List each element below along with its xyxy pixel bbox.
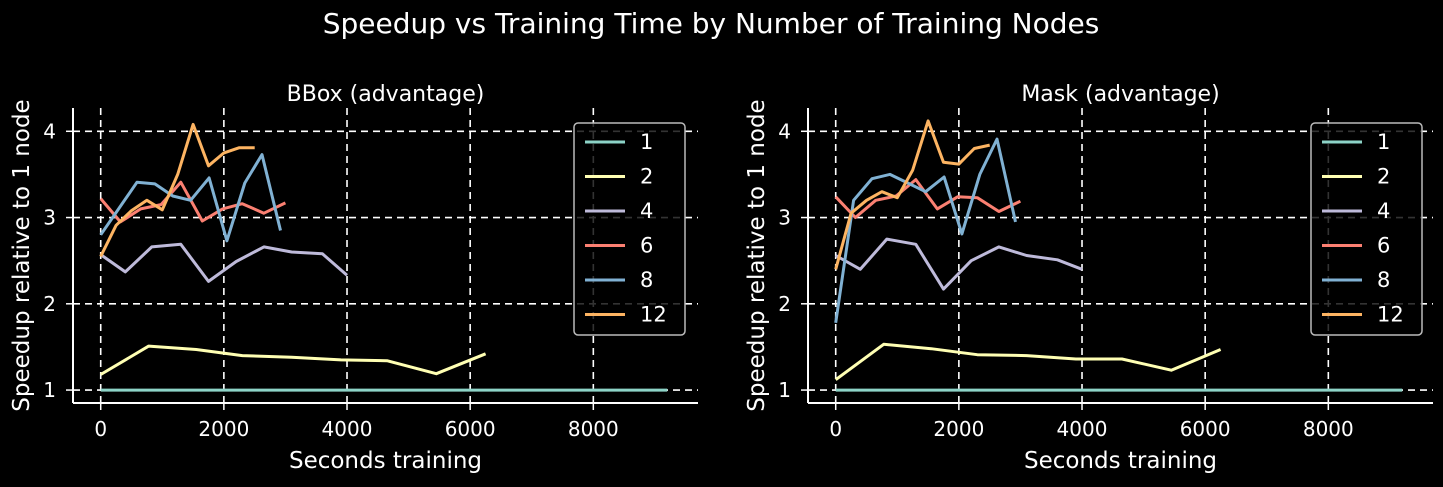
y-tick-label: 4 <box>778 119 791 143</box>
y-tick-label: 3 <box>43 206 56 230</box>
series-line-4 <box>99 242 348 283</box>
panel-bbox: BBox (advantage)0 2000 4000 6000 80001234Sec… <box>9 82 698 474</box>
legend-label-2: 2 <box>1377 165 1390 189</box>
legend-label-2: 2 <box>640 165 653 189</box>
series-line-2 <box>834 342 1222 381</box>
legend-label-12: 12 <box>640 303 667 327</box>
x-tick-label: 2000 <box>933 417 984 441</box>
series-line-2 <box>99 344 487 376</box>
x-tick-label: 6000 <box>1180 417 1231 441</box>
legend-label-1: 1 <box>640 130 653 154</box>
x-tick-label: 2000 <box>198 417 249 441</box>
series-line-6 <box>834 178 1022 219</box>
series-line-12 <box>834 119 991 270</box>
legend-box <box>1310 122 1423 336</box>
y-tick-label: 4 <box>43 119 56 143</box>
legend-label-4: 4 <box>640 199 653 223</box>
legend-label-6: 6 <box>1377 234 1390 258</box>
series-line-4 <box>834 237 1083 291</box>
x-tick-label: 8000 <box>568 417 619 441</box>
series-line-6 <box>99 180 287 224</box>
legend-label-12: 12 <box>1377 303 1404 327</box>
x-tick-label: 4000 <box>322 417 373 441</box>
x-tick-label: 0 <box>829 417 842 441</box>
legend-label-6: 6 <box>640 234 653 258</box>
y-tick-label: 2 <box>778 292 791 316</box>
y-tick-label: 1 <box>778 378 791 402</box>
x-tick-label: 4000 <box>1057 417 1108 441</box>
x-tick-label: 6000 <box>445 417 496 441</box>
y-tick-label: 3 <box>778 206 791 230</box>
series-line-8 <box>834 137 1017 324</box>
legend-box <box>573 122 686 336</box>
legend-label-8: 8 <box>1377 268 1390 292</box>
subplot-title: BBox (advantage) <box>287 82 485 107</box>
y-tick-label: 2 <box>43 292 56 316</box>
x-tick-label: 0 <box>94 417 107 441</box>
series-line-12 <box>99 122 255 258</box>
series-line-8 <box>99 153 282 243</box>
figure-title: Speedup vs Training Time by Number of Tr… <box>323 7 1100 40</box>
legend-label-8: 8 <box>640 268 653 292</box>
x-axis-label: Seconds training <box>1024 448 1217 474</box>
y-tick-label: 1 <box>43 378 56 402</box>
y-axis-label: Speedup relative to 1 node <box>9 99 35 411</box>
y-axis-label: Speedup relative to 1 node <box>744 99 770 411</box>
panel-mask: Mask (advantage)0 2000 4000 6000 80001234Sec… <box>744 82 1433 474</box>
legend-label-1: 1 <box>1377 130 1390 154</box>
x-tick-label: 8000 <box>1303 417 1354 441</box>
legend-label-4: 4 <box>1377 199 1390 223</box>
x-axis-label: Seconds training <box>289 448 482 474</box>
subplot-title: Mask (advantage) <box>1021 82 1219 107</box>
